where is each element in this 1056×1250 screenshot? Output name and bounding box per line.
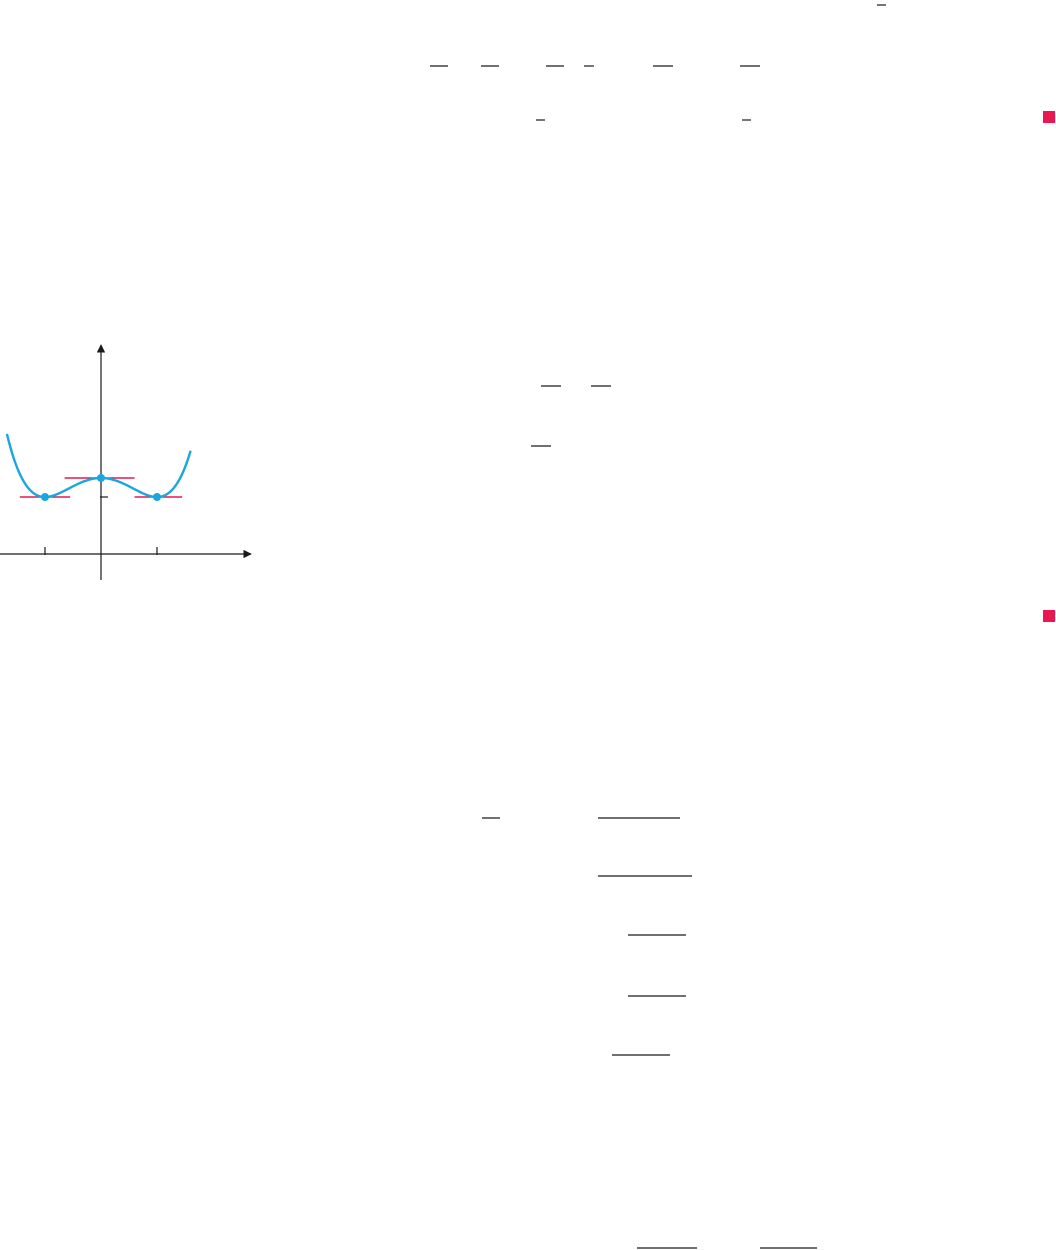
critical-point [97,474,105,482]
end-of-example-marker [1043,111,1055,123]
end-of-example-marker [1043,610,1055,622]
function-curve [5,433,192,499]
critical-point [153,493,161,501]
function-graph [0,344,252,580]
critical-point [41,493,49,501]
